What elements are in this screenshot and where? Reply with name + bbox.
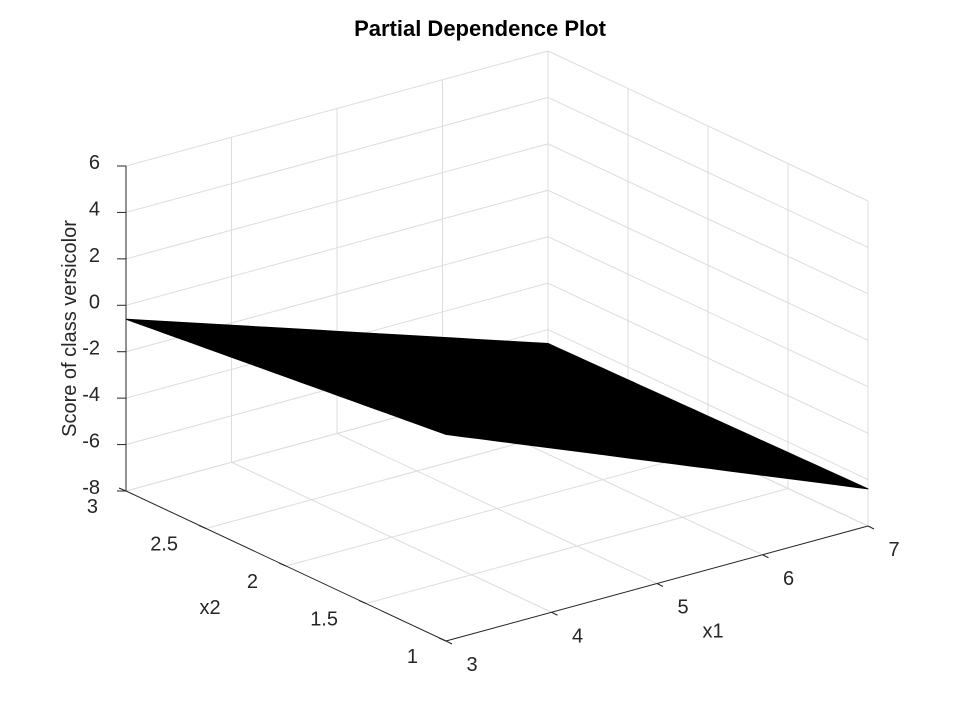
x-tick-label: 6 bbox=[783, 568, 794, 590]
y-tick-label: 1.5 bbox=[310, 609, 338, 631]
grid-line-side-z bbox=[547, 50, 869, 202]
y-tick bbox=[438, 637, 447, 642]
z-tick-label: 2 bbox=[89, 245, 100, 267]
x-tick bbox=[656, 583, 664, 587]
z-tick-label: 4 bbox=[89, 198, 100, 220]
y-axis-label: x2 bbox=[199, 597, 220, 619]
x-tick-label: 7 bbox=[888, 539, 899, 561]
z-axis-label: Score of class versicolor bbox=[59, 220, 81, 437]
y-tick-label: 3 bbox=[87, 496, 98, 518]
x-tick bbox=[445, 640, 453, 645]
chart-title: Partial Dependence Plot bbox=[354, 16, 606, 41]
y-tick bbox=[358, 600, 367, 604]
grid-line-floor-y bbox=[285, 450, 709, 567]
grid-line-floor-y bbox=[365, 488, 789, 604]
grid-line-side-z bbox=[547, 143, 869, 295]
y-tick bbox=[278, 562, 287, 567]
grid-line-side-z bbox=[547, 96, 869, 248]
y-tick-label: 1 bbox=[407, 646, 418, 668]
y-tick-label: 2 bbox=[247, 571, 258, 593]
x-tick-label: 4 bbox=[572, 625, 583, 647]
x-axis-label: x1 bbox=[702, 621, 723, 643]
x-tick bbox=[762, 554, 769, 559]
y-tick bbox=[198, 525, 207, 529]
z-tick-label: -6 bbox=[82, 431, 100, 453]
grid-line-back-z bbox=[125, 189, 549, 306]
z-tick-label: 0 bbox=[89, 291, 100, 313]
grid-line-side-z bbox=[547, 282, 869, 434]
z-tick-label: -2 bbox=[82, 338, 100, 360]
grid-line-back-z bbox=[125, 96, 549, 213]
grid-line-back-z bbox=[125, 50, 549, 167]
x-tick bbox=[551, 611, 558, 616]
z-tick-label: -4 bbox=[82, 384, 100, 406]
z-tick-label: -8 bbox=[82, 477, 100, 499]
grid-line-side-z bbox=[547, 236, 869, 388]
x-tick-label: 3 bbox=[466, 654, 477, 676]
grid-line-side-z bbox=[547, 329, 869, 481]
x-tick bbox=[867, 525, 875, 530]
grid-line-side-z bbox=[547, 189, 869, 341]
z-tick-label: 6 bbox=[89, 152, 100, 174]
surface-patch bbox=[125, 318, 869, 490]
x-tick-label: 5 bbox=[677, 597, 688, 619]
y-tick-label: 2.5 bbox=[150, 534, 178, 556]
grid-line-back-z bbox=[125, 143, 549, 260]
